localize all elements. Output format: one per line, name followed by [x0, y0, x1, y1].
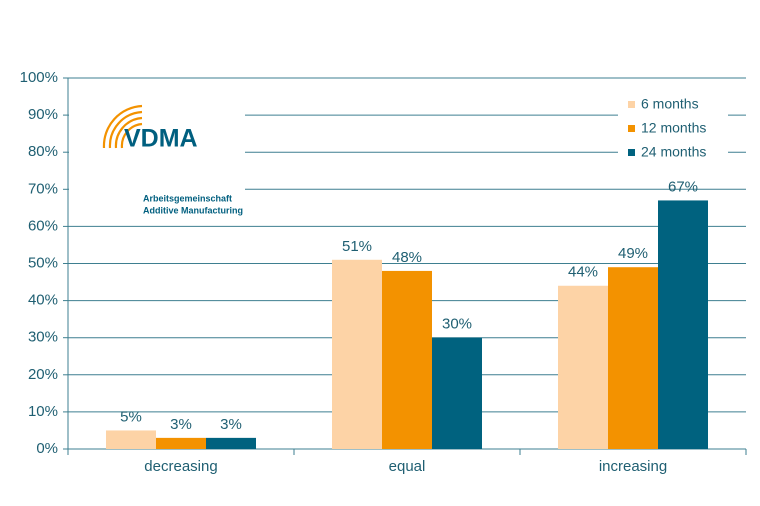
y-tick-label: 60%	[28, 217, 58, 234]
bar	[558, 285, 608, 449]
logo-arcs	[102, 104, 143, 149]
logo-line: Arbeitsgemeinschaft	[143, 193, 232, 203]
y-tick-label: 20%	[28, 366, 58, 383]
value-label: 49%	[618, 245, 648, 262]
y-tick-label: 80%	[28, 143, 58, 160]
bar	[206, 437, 256, 449]
bar	[432, 337, 482, 449]
y-tick-label: 40%	[28, 292, 58, 309]
value-label: 44%	[568, 264, 598, 281]
bar	[156, 437, 206, 449]
legend-label: 12 months	[641, 120, 706, 136]
x-tick-label: equal	[389, 458, 426, 475]
logo-background	[69, 95, 245, 225]
logo-line: Additive Manufacturing	[143, 205, 243, 215]
value-label: 3%	[220, 416, 242, 433]
value-label: 67%	[668, 178, 698, 195]
value-label: 51%	[342, 238, 372, 255]
legend-swatch	[628, 101, 635, 108]
y-tick-label: 90%	[28, 106, 58, 123]
bar	[382, 270, 432, 449]
bar	[608, 267, 658, 449]
value-label: 3%	[170, 416, 192, 433]
legend-label: 24 months	[641, 144, 706, 160]
x-tick-label: increasing	[599, 458, 667, 475]
logo: VDMA Arbeitsgemeinschaft Additive Manufa…	[69, 95, 245, 225]
legend-swatch	[628, 125, 635, 132]
y-tick-label: 10%	[28, 403, 58, 420]
y-tick-label: 50%	[28, 254, 58, 271]
value-label: 5%	[120, 408, 142, 425]
y-tick-label: 0%	[36, 440, 58, 457]
logo-title: VDMA	[124, 125, 198, 153]
x-tick-label: decreasing	[144, 458, 217, 475]
y-tick-label: 70%	[28, 180, 58, 197]
value-label: 30%	[442, 316, 472, 333]
legend-label: 6 months	[641, 96, 699, 112]
value-label: 48%	[392, 249, 422, 266]
legend-swatch	[628, 149, 635, 156]
y-tick-label: 30%	[28, 329, 58, 346]
bar	[106, 430, 156, 449]
bar	[658, 200, 708, 449]
y-tick-label: 100%	[20, 69, 58, 86]
bar	[332, 259, 382, 449]
legend-background	[618, 92, 728, 172]
